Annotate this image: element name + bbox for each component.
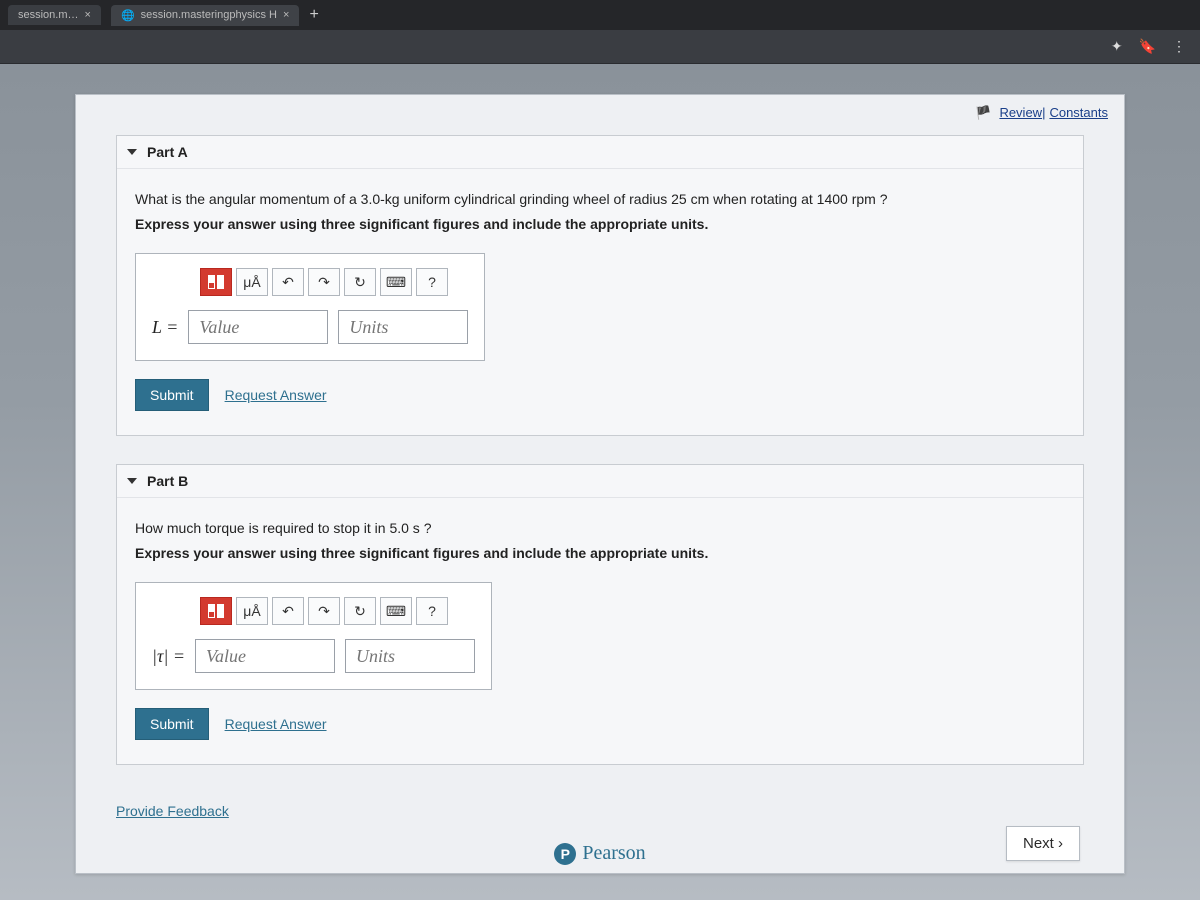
extensions-icon[interactable]: ✦ [1111,38,1123,55]
keyboard-icon[interactable]: ⌨ [380,597,412,625]
flag-icon[interactable]: 🏴 [975,105,991,121]
pearson-logo: P Pearson [554,842,645,865]
units-symbol-button[interactable]: μÅ [236,597,268,625]
undo-icon[interactable]: ↶ [272,268,304,296]
value-input[interactable] [195,639,335,673]
top-links: 🏴 Review | Constants [76,95,1124,125]
browser-tab-active[interactable]: 🌐 session.masteringphysics H × [111,5,299,26]
part-a-header[interactable]: Part A [117,136,1083,169]
part-a-title: Part A [147,144,188,160]
part-b: Part B How much torque is required to st… [116,464,1084,765]
favicon-icon: 🌐 [121,9,135,22]
pearson-p-icon: P [554,843,576,865]
variable-label: |τ| = [152,643,185,670]
menu-icon[interactable]: ⋮ [1172,38,1186,55]
submit-row-a: Submit Request Answer [135,379,1065,411]
part-a-instruction: Express your answer using three signific… [135,214,1065,235]
answer-box-b: μÅ ↶ ↷ ↻ ⌨ ? |τ| = [135,582,492,690]
tab-title: session.m… [18,9,79,21]
help-icon[interactable]: ? [416,597,448,625]
new-tab-button[interactable]: + [309,6,318,24]
template-button[interactable] [200,268,232,296]
close-tab-icon[interactable]: × [283,9,289,21]
template-button[interactable] [200,597,232,625]
request-answer-link[interactable]: Request Answer [225,714,327,735]
chevron-down-icon [127,478,137,484]
pearson-text: Pearson [582,842,645,865]
close-tab-icon[interactable]: × [85,9,91,21]
page-viewport: 🏴 Review | Constants Part A What is the … [0,64,1200,900]
part-a-question: What is the angular momentum of a 3.0-kg… [135,189,1065,210]
variable-label: L = [152,314,178,341]
units-symbol-button[interactable]: μÅ [236,268,268,296]
assignment-card: 🏴 Review | Constants Part A What is the … [75,94,1125,874]
undo-icon[interactable]: ↶ [272,597,304,625]
answer-toolbar: μÅ ↶ ↷ ↻ ⌨ ? [200,268,468,296]
input-row-a: L = [152,310,468,344]
part-a-body: What is the angular momentum of a 3.0-kg… [117,169,1083,435]
part-b-header[interactable]: Part B [117,465,1083,498]
constants-link[interactable]: Constants [1049,105,1108,121]
help-icon[interactable]: ? [416,268,448,296]
browser-tab-strip: session.m… × 🌐 session.masteringphysics … [0,0,1200,30]
browser-tab[interactable]: session.m… × [8,5,101,25]
redo-icon[interactable]: ↷ [308,597,340,625]
input-row-b: |τ| = [152,639,475,673]
redo-icon[interactable]: ↷ [308,268,340,296]
tab-title: session.masteringphysics H [141,9,277,21]
reset-icon[interactable]: ↻ [344,597,376,625]
footer: P Pearson [76,842,1124,865]
next-button[interactable]: Next › [1006,826,1080,861]
submit-button[interactable]: Submit [135,708,209,740]
part-b-instruction: Express your answer using three signific… [135,543,1065,564]
chevron-down-icon [127,149,137,155]
part-b-question: How much torque is required to stop it i… [135,518,1065,539]
separator: | [1042,105,1045,121]
part-b-body: How much torque is required to stop it i… [117,498,1083,764]
request-answer-link[interactable]: Request Answer [225,385,327,406]
part-b-title: Part B [147,473,188,489]
answer-toolbar: μÅ ↶ ↷ ↻ ⌨ ? [200,597,475,625]
units-input[interactable] [338,310,468,344]
answer-box-a: μÅ ↶ ↷ ↻ ⌨ ? L = [135,253,485,361]
part-a: Part A What is the angular momentum of a… [116,135,1084,436]
units-input[interactable] [345,639,475,673]
browser-toolbar: ✦ 🔖 ⋮ [0,30,1200,64]
reset-icon[interactable]: ↻ [344,268,376,296]
review-link[interactable]: Review [999,105,1042,121]
keyboard-icon[interactable]: ⌨ [380,268,412,296]
submit-button[interactable]: Submit [135,379,209,411]
provide-feedback-link[interactable]: Provide Feedback [116,803,229,819]
value-input[interactable] [188,310,328,344]
submit-row-b: Submit Request Answer [135,708,1065,740]
bookmark-icon[interactable]: 🔖 [1139,38,1156,55]
